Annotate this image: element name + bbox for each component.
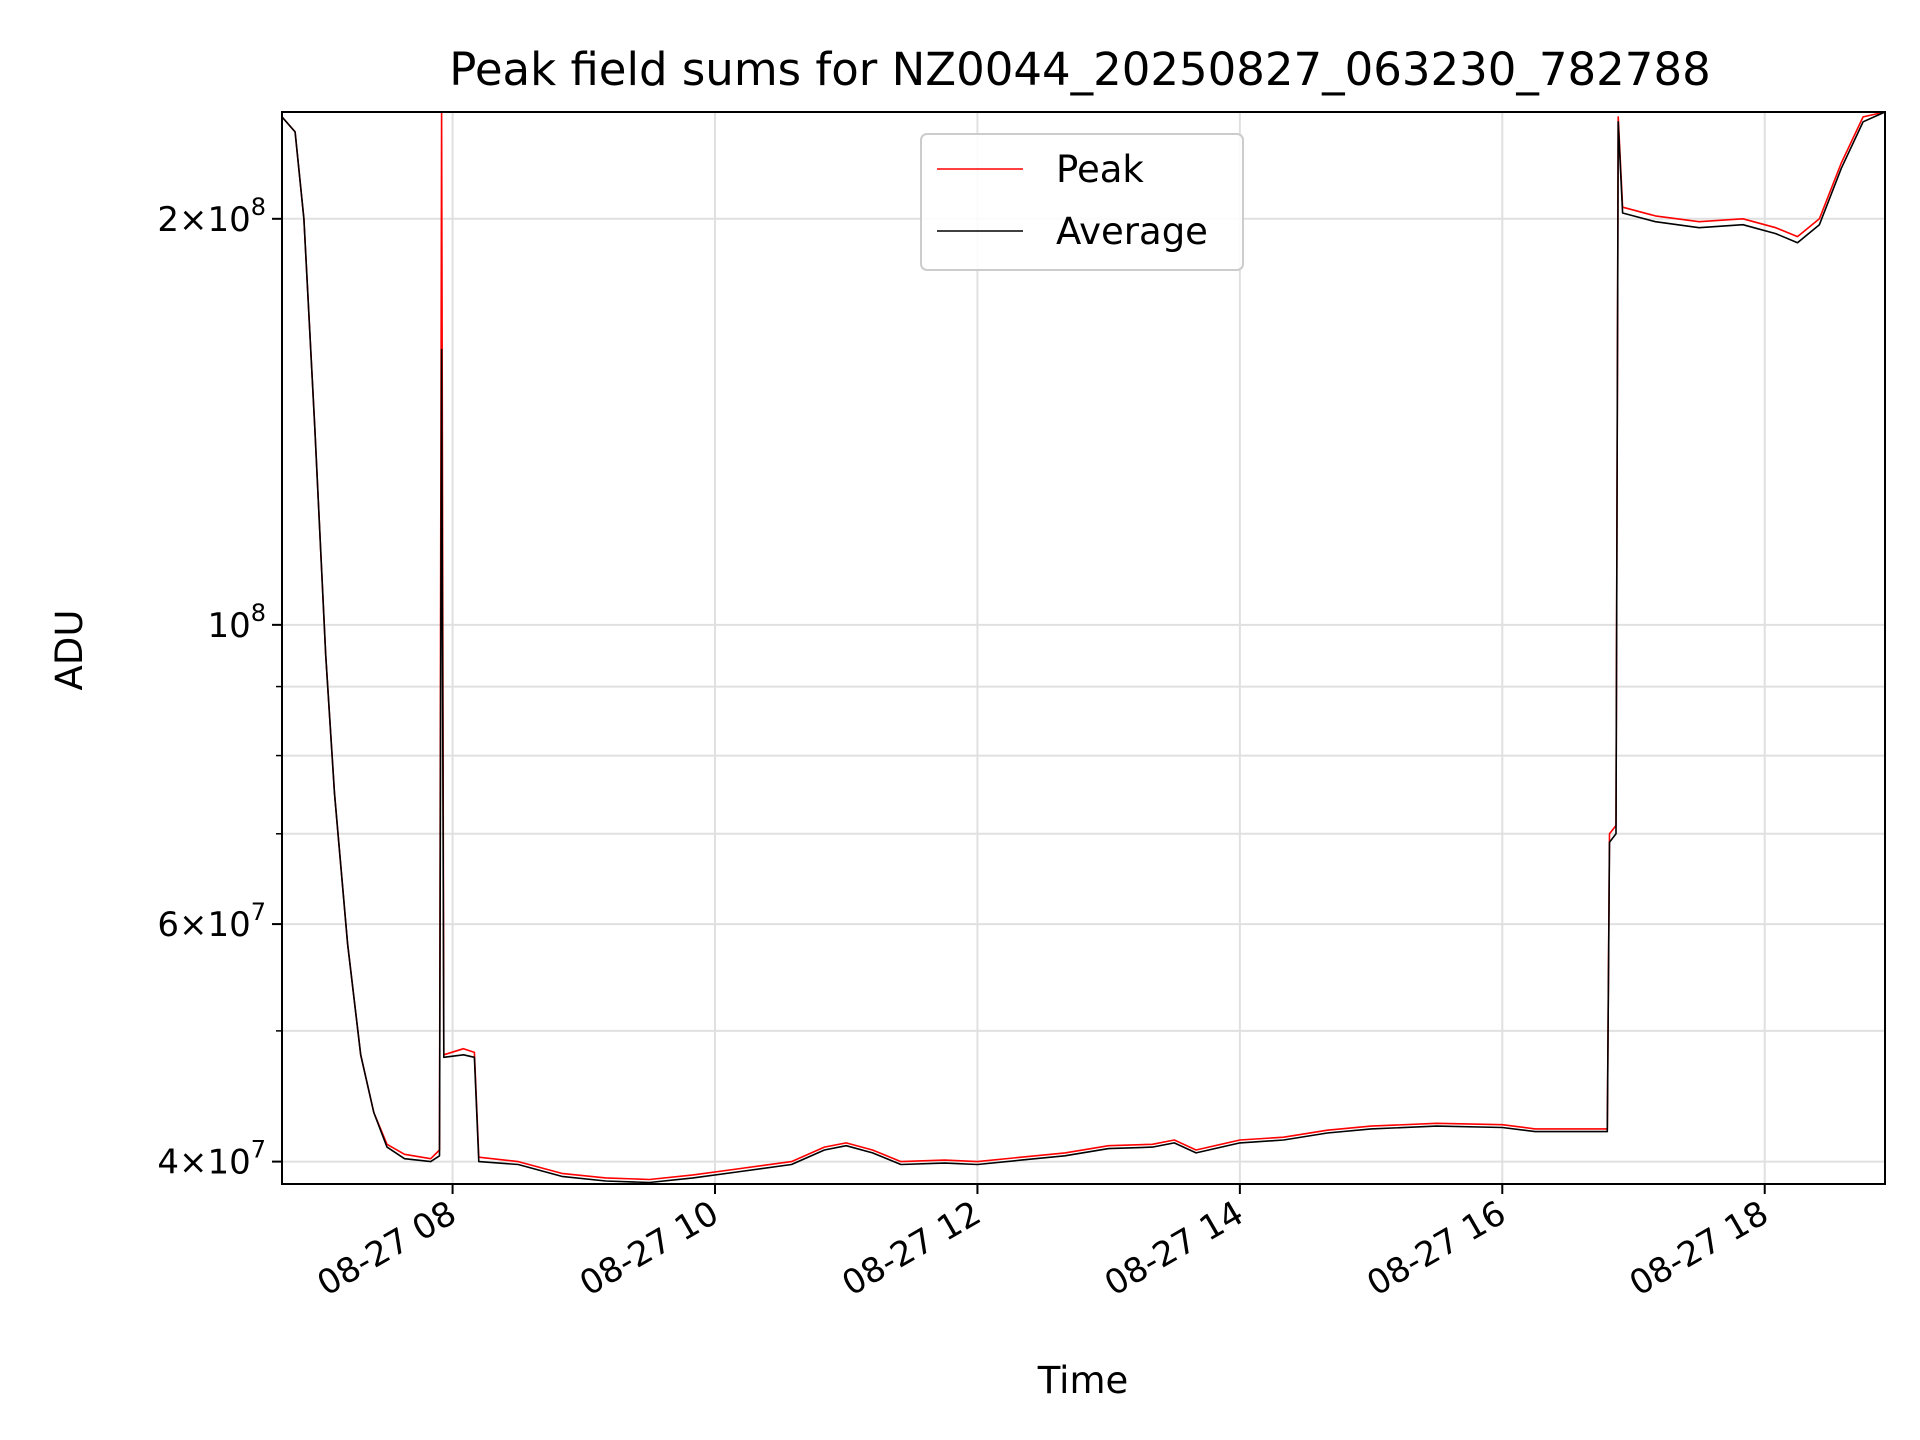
y-tick-mantissa: ×: [179, 200, 208, 240]
y-tick-mantissa: 2: [157, 200, 179, 240]
y-tick-label: 6×107: [157, 898, 266, 945]
y-tick-mantissa: 10: [207, 1143, 250, 1183]
series-group: [281, 111, 1886, 1184]
y-tick-mantissa: ×: [179, 1143, 208, 1183]
y-tick-exponent: 7: [251, 1136, 266, 1164]
y-tick-exponent: 8: [251, 599, 266, 627]
legend-label-average: Average: [1056, 210, 1208, 253]
y-tick-mantissa: 4: [157, 1143, 179, 1183]
plot-frame: [281, 111, 1886, 1185]
legend: Peak Average: [920, 133, 1244, 271]
x-axis-label: Time: [1037, 1359, 1129, 1402]
y-axis-label: ADU: [48, 610, 91, 691]
y-tick-mantissa: 10: [207, 200, 250, 240]
y-tick-label: 108: [207, 599, 266, 646]
legend-label-peak: Peak: [1056, 148, 1144, 191]
chart-title: Peak field sums for NZ0044_20250827_0632…: [449, 43, 1710, 96]
y-tick-mantissa: 10: [207, 905, 250, 945]
y-tick-mantissa: 6: [157, 905, 179, 945]
series-line-average: [281, 111, 1886, 1184]
y-tick-label: 4×107: [157, 1136, 266, 1183]
legend-box: [920, 133, 1244, 271]
y-tick-label: 2×108: [157, 193, 266, 240]
y-tick-mantissa: 10: [207, 606, 250, 646]
y-tick-mantissa: ×: [179, 905, 208, 945]
y-tick-exponent: 8: [251, 193, 266, 221]
y-tick-exponent: 7: [251, 898, 266, 926]
